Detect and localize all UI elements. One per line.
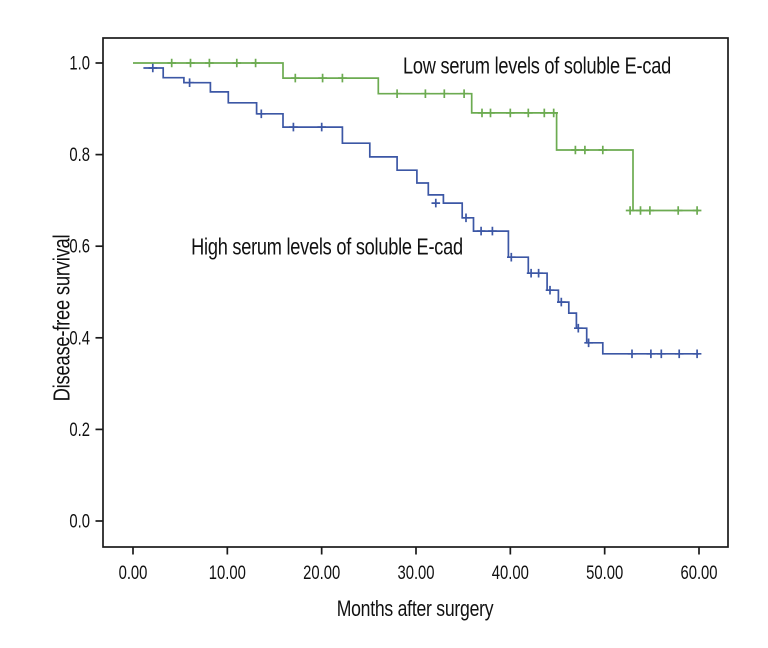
x-tick-label: 40.00 xyxy=(492,562,529,583)
axis-tick-labels: 0.00 10.00 20.00 30.00 40.00 50.00 60.00 0.0 0.2… xyxy=(69,53,717,584)
x-tick-label: 0.00 xyxy=(119,562,148,583)
x-tick-label: 60.00 xyxy=(680,562,717,583)
axis-ticks xyxy=(95,62,700,555)
y-tick-label: 1.0 xyxy=(69,53,90,74)
plot-frame xyxy=(102,37,729,548)
y-axis-title: Disease-free survival xyxy=(48,234,75,402)
y-tick-label: 0.4 xyxy=(69,328,90,349)
x-tick-label: 50.00 xyxy=(586,562,623,583)
plot-border xyxy=(102,37,729,548)
x-tick-label: 30.00 xyxy=(397,562,434,583)
series-label-low-serum: Low serum levels of soluble E-cad xyxy=(402,52,671,79)
x-axis-title: Months after surgery xyxy=(336,596,494,621)
survival-curves xyxy=(133,58,702,359)
survival-curve-high xyxy=(143,67,699,355)
y-tick-label: 0.0 xyxy=(69,511,90,532)
censor-marks-high xyxy=(148,63,702,359)
y-tick-label: 0.2 xyxy=(69,419,90,440)
x-tick-label: 10.00 xyxy=(209,562,246,583)
series-label-high-serum: High serum levels of soluble E-cad xyxy=(191,233,464,260)
y-tick-label: 0.8 xyxy=(69,144,90,165)
censor-marks-low xyxy=(167,58,702,215)
survival-curve-low xyxy=(133,62,699,212)
y-tick-label: 0.6 xyxy=(69,236,90,257)
x-tick-label: 20.00 xyxy=(303,562,340,583)
